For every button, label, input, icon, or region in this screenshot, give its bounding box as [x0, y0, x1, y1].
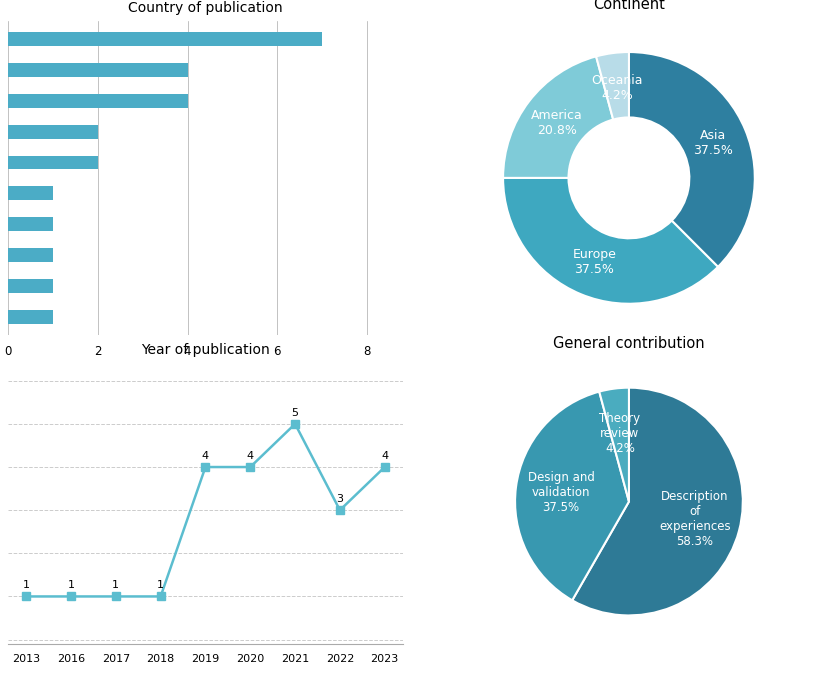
Text: 1: 1 — [22, 580, 30, 590]
Wedge shape — [596, 52, 629, 120]
Wedge shape — [503, 178, 718, 303]
Text: 4: 4 — [381, 451, 389, 461]
Text: 4: 4 — [247, 451, 254, 461]
Bar — [8, 32, 322, 46]
Bar — [8, 63, 187, 77]
Wedge shape — [503, 56, 613, 178]
Text: Theory
review
4.2%: Theory review 4.2% — [600, 412, 640, 456]
Text: Europe
37.5%: Europe 37.5% — [573, 247, 616, 275]
Bar — [8, 155, 98, 169]
Text: Design and
validation
37.5%: Design and validation 37.5% — [528, 471, 595, 514]
Text: Oceania
4.2%: Oceania 4.2% — [592, 74, 643, 102]
Wedge shape — [599, 388, 629, 501]
Text: 1: 1 — [112, 580, 120, 590]
Bar — [8, 94, 187, 108]
Text: 4: 4 — [202, 451, 209, 461]
Text: 1: 1 — [68, 580, 74, 590]
Bar — [8, 248, 53, 262]
Bar — [8, 125, 98, 138]
Wedge shape — [515, 392, 629, 600]
Wedge shape — [573, 388, 742, 615]
Title: General contribution: General contribution — [553, 336, 705, 351]
Wedge shape — [629, 52, 755, 267]
Bar — [8, 186, 53, 200]
Title: Year of publication: Year of publication — [141, 342, 270, 357]
Bar — [8, 279, 53, 292]
Bar — [8, 217, 53, 231]
Title: Country of publication: Country of publication — [128, 1, 283, 15]
Text: 5: 5 — [291, 408, 299, 418]
Text: America
20.8%: America 20.8% — [531, 109, 583, 137]
Text: 3: 3 — [337, 494, 343, 504]
Title: Continent: Continent — [593, 0, 665, 12]
Text: Description
of
experiences
58.3%: Description of experiences 58.3% — [659, 490, 731, 548]
Bar — [8, 310, 53, 323]
Text: 1: 1 — [157, 580, 164, 590]
Text: Asia
37.5%: Asia 37.5% — [693, 129, 733, 157]
